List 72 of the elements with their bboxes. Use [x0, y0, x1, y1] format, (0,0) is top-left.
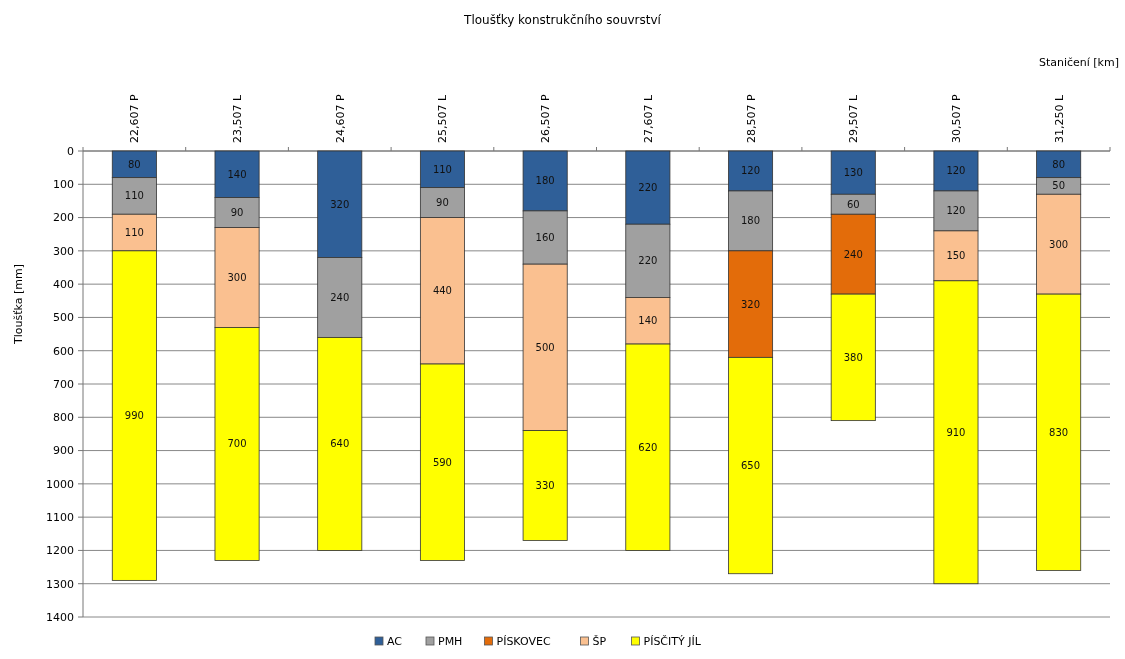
- y-tick-label: 0: [67, 144, 74, 158]
- data-label: 320: [741, 298, 761, 310]
- y-tick-label: 900: [53, 444, 74, 458]
- y-tick-label: 400: [53, 277, 74, 291]
- y-tick-label: 300: [53, 244, 74, 258]
- legend-label: PÍSČITÝ JÍL: [643, 635, 702, 648]
- y-tick-label: 800: [53, 411, 74, 425]
- data-label: 110: [124, 190, 144, 202]
- data-label: 120: [946, 205, 966, 217]
- y-tick-label: 500: [53, 311, 74, 325]
- data-label: 700: [227, 438, 247, 450]
- y-tick-label: 600: [53, 344, 74, 358]
- data-label: 220: [638, 255, 658, 267]
- data-label: 910: [946, 426, 966, 438]
- data-label: 60: [846, 198, 860, 210]
- y-tick-label: 200: [53, 211, 74, 225]
- data-label: 440: [432, 285, 452, 297]
- x-tick-label: 25,507 L: [436, 94, 450, 143]
- data-label: 590: [432, 456, 452, 468]
- x-tick-label: 24,607 P: [333, 94, 347, 143]
- data-label: 110: [432, 163, 452, 175]
- data-label: 500: [535, 341, 555, 353]
- x-tick-label: 27,607 L: [641, 94, 655, 143]
- data-label: 140: [638, 315, 658, 327]
- legend-label: PMH: [438, 635, 463, 648]
- data-label: 160: [535, 232, 555, 244]
- x-tick-label: 30,507 P: [949, 94, 963, 143]
- data-label: 990: [124, 410, 144, 422]
- data-label: 620: [638, 441, 658, 453]
- data-label: 300: [227, 271, 247, 283]
- x-tick-label: 22,607 P: [128, 94, 142, 143]
- data-label: 300: [1049, 238, 1069, 250]
- y-axis-title: Tloušťka [mm]: [12, 264, 25, 345]
- y-tick-label: 100: [53, 178, 74, 192]
- data-label: 150: [946, 250, 966, 262]
- x-tick-label: 23,507 L: [231, 94, 245, 143]
- data-label: 180: [535, 175, 555, 187]
- y-tick-label: 1200: [46, 544, 74, 558]
- x-tick-label: 28,507 P: [744, 94, 758, 143]
- y-tick-label: 1400: [46, 610, 74, 624]
- data-label: 130: [843, 167, 863, 179]
- y-tick-label: 1100: [46, 510, 74, 524]
- x-tick-label: 31,250 L: [1052, 94, 1066, 143]
- data-label: 90: [230, 207, 244, 219]
- chart-title: Tloušťky konstrukčního souvrství: [463, 13, 662, 27]
- data-label: 650: [741, 460, 761, 472]
- data-label: 220: [638, 182, 658, 194]
- y-tick-label: 1000: [46, 477, 74, 491]
- data-label: 80: [127, 158, 141, 170]
- data-label: 140: [227, 168, 247, 180]
- data-label: 120: [946, 165, 966, 177]
- data-label: 320: [330, 198, 350, 210]
- data-label: 50: [1052, 180, 1066, 192]
- data-label: 80: [1052, 158, 1066, 170]
- data-label: 90: [436, 197, 449, 209]
- data-label: 110: [124, 227, 144, 239]
- x-tick-label: 29,507 L: [847, 94, 861, 143]
- y-tick-label: 700: [53, 377, 74, 391]
- data-label: 120: [741, 165, 761, 177]
- legend-label: ŠP: [592, 635, 607, 648]
- data-label: 830: [1049, 426, 1069, 438]
- data-label: 240: [843, 248, 863, 260]
- data-label: 240: [330, 291, 350, 303]
- x-axis-title: Staničení [km]: [1038, 56, 1119, 69]
- legend-label: AC: [387, 635, 403, 648]
- data-label: 180: [741, 215, 761, 227]
- data-label: 330: [535, 480, 555, 492]
- legend-label: PÍSKOVEC: [496, 635, 551, 648]
- y-tick-label: 1300: [46, 577, 74, 591]
- data-label: 640: [330, 438, 350, 450]
- data-label: 380: [843, 351, 863, 363]
- x-tick-label: 26,507 P: [539, 94, 553, 143]
